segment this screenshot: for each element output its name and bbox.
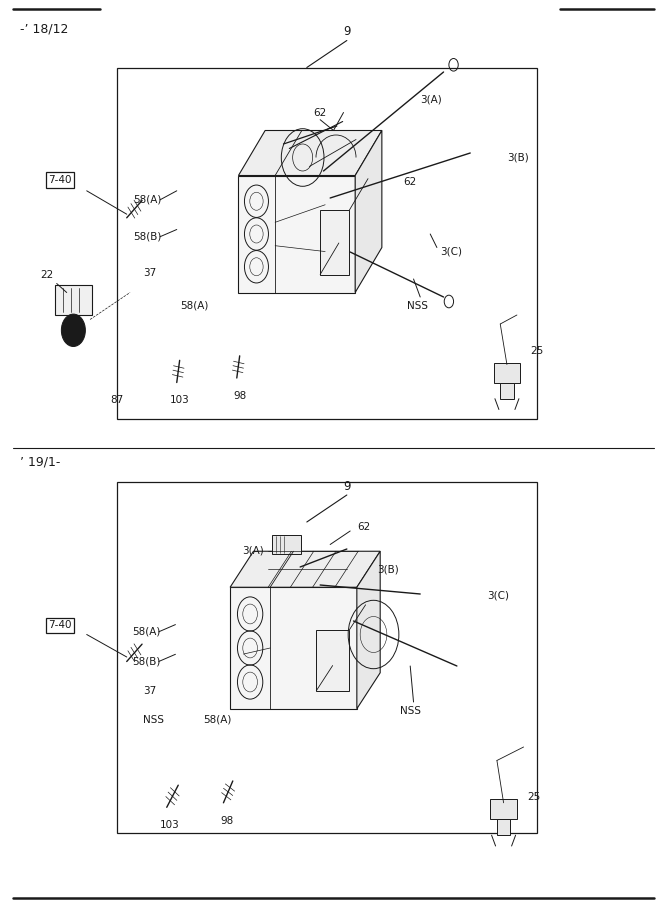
Text: 9: 9 bbox=[343, 25, 351, 38]
Bar bbox=[320, 210, 350, 274]
Text: 62: 62 bbox=[357, 521, 370, 532]
Text: 3(B): 3(B) bbox=[377, 564, 399, 575]
Bar bbox=[497, 819, 510, 835]
Text: 58(B): 58(B) bbox=[132, 656, 161, 667]
Text: 58(A): 58(A) bbox=[180, 301, 209, 311]
Text: 22: 22 bbox=[40, 269, 53, 280]
Bar bbox=[272, 535, 301, 554]
Polygon shape bbox=[230, 551, 380, 588]
Text: 7-40: 7-40 bbox=[48, 175, 72, 185]
Text: 87: 87 bbox=[110, 395, 123, 406]
Bar bbox=[494, 363, 520, 382]
Text: 25: 25 bbox=[530, 346, 544, 356]
Circle shape bbox=[61, 314, 85, 346]
Text: 103: 103 bbox=[170, 395, 190, 406]
Bar bbox=[490, 799, 517, 819]
Text: 3(C): 3(C) bbox=[487, 590, 509, 601]
Polygon shape bbox=[355, 130, 382, 292]
Text: -’ 18/12: -’ 18/12 bbox=[20, 22, 69, 35]
Text: 37: 37 bbox=[143, 267, 157, 278]
Text: 7-40: 7-40 bbox=[48, 620, 72, 631]
Polygon shape bbox=[357, 551, 380, 709]
Bar bbox=[316, 630, 350, 691]
Text: 3(C): 3(C) bbox=[440, 247, 462, 257]
Bar bbox=[500, 382, 514, 399]
Text: 58(A): 58(A) bbox=[133, 194, 162, 205]
Text: 9: 9 bbox=[343, 480, 351, 492]
Polygon shape bbox=[239, 130, 382, 176]
Text: 25: 25 bbox=[527, 791, 540, 802]
Text: 58(A): 58(A) bbox=[132, 626, 161, 637]
Circle shape bbox=[68, 323, 79, 338]
Text: 103: 103 bbox=[160, 820, 180, 831]
Text: 37: 37 bbox=[143, 686, 157, 697]
Text: 62: 62 bbox=[404, 176, 417, 187]
Text: NSS: NSS bbox=[143, 715, 164, 725]
Bar bbox=[117, 482, 537, 832]
Text: ’ 19/1-: ’ 19/1- bbox=[20, 455, 61, 468]
Text: NSS: NSS bbox=[407, 301, 428, 311]
Bar bbox=[117, 68, 537, 418]
Text: NSS: NSS bbox=[400, 706, 421, 716]
Text: 3(B): 3(B) bbox=[507, 152, 529, 163]
Bar bbox=[230, 587, 357, 709]
Text: 3(A): 3(A) bbox=[420, 94, 442, 104]
Text: 58(A): 58(A) bbox=[203, 715, 232, 725]
Text: 58(B): 58(B) bbox=[133, 231, 162, 242]
Bar bbox=[239, 176, 355, 292]
Bar bbox=[55, 285, 92, 315]
Text: 3(A): 3(A) bbox=[241, 545, 263, 556]
Text: 98: 98 bbox=[220, 815, 233, 826]
Text: 62: 62 bbox=[313, 107, 327, 118]
Text: 98: 98 bbox=[233, 391, 247, 401]
